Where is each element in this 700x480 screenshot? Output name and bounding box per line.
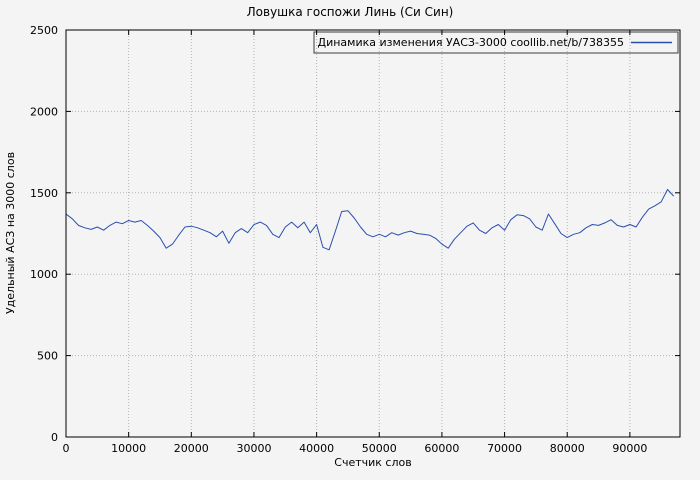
grid-lines (65, 29, 680, 438)
plot-border (65, 29, 681, 438)
axis-ticks (65, 29, 680, 438)
chart-title: Ловушка госпожи Линь (Си Син) (247, 5, 454, 19)
x-tick-label: 40000 (299, 442, 334, 455)
y-tick-label: 2000 (30, 105, 58, 118)
plot-dynamic-layer: 0 10000 20000 30000 40000 50000 60000 70000 8000… (30, 24, 680, 455)
x-tick-label: 90000 (612, 442, 647, 455)
y-tick-label: 1500 (30, 187, 58, 200)
y-tick-label: 2500 (30, 24, 58, 37)
data-series-line (65, 189, 675, 251)
x-tick-label: 70000 (487, 442, 522, 455)
x-tick-label: 0 (63, 442, 70, 455)
legend-label: Динамика изменения УАСЗ-3000 coollib.net… (318, 36, 625, 49)
legend-box (313, 31, 679, 54)
x-tick-labels: 0 10000 20000 30000 40000 50000 60000 70000 8000… (63, 442, 648, 455)
x-tick-label: 20000 (174, 442, 209, 455)
y-tick-label: 1000 (30, 268, 58, 281)
x-tick-label: 80000 (550, 442, 585, 455)
legend: Динамика изменения УАСЗ-3000 coollib.net… (313, 31, 679, 54)
y-axis-label: Удельный АСЗ на 3000 слов (4, 152, 17, 314)
x-tick-label: 60000 (424, 442, 459, 455)
y-tick-label: 500 (37, 350, 58, 363)
x-tick-label: 10000 (111, 442, 146, 455)
x-tick-label: 30000 (236, 442, 271, 455)
x-tick-label: 50000 (362, 442, 397, 455)
y-tick-label: 0 (51, 431, 58, 444)
x-axis-label: Счетчик слов (334, 456, 411, 469)
y-tick-labels: 0 500 1000 1500 2000 2500 (30, 24, 58, 444)
